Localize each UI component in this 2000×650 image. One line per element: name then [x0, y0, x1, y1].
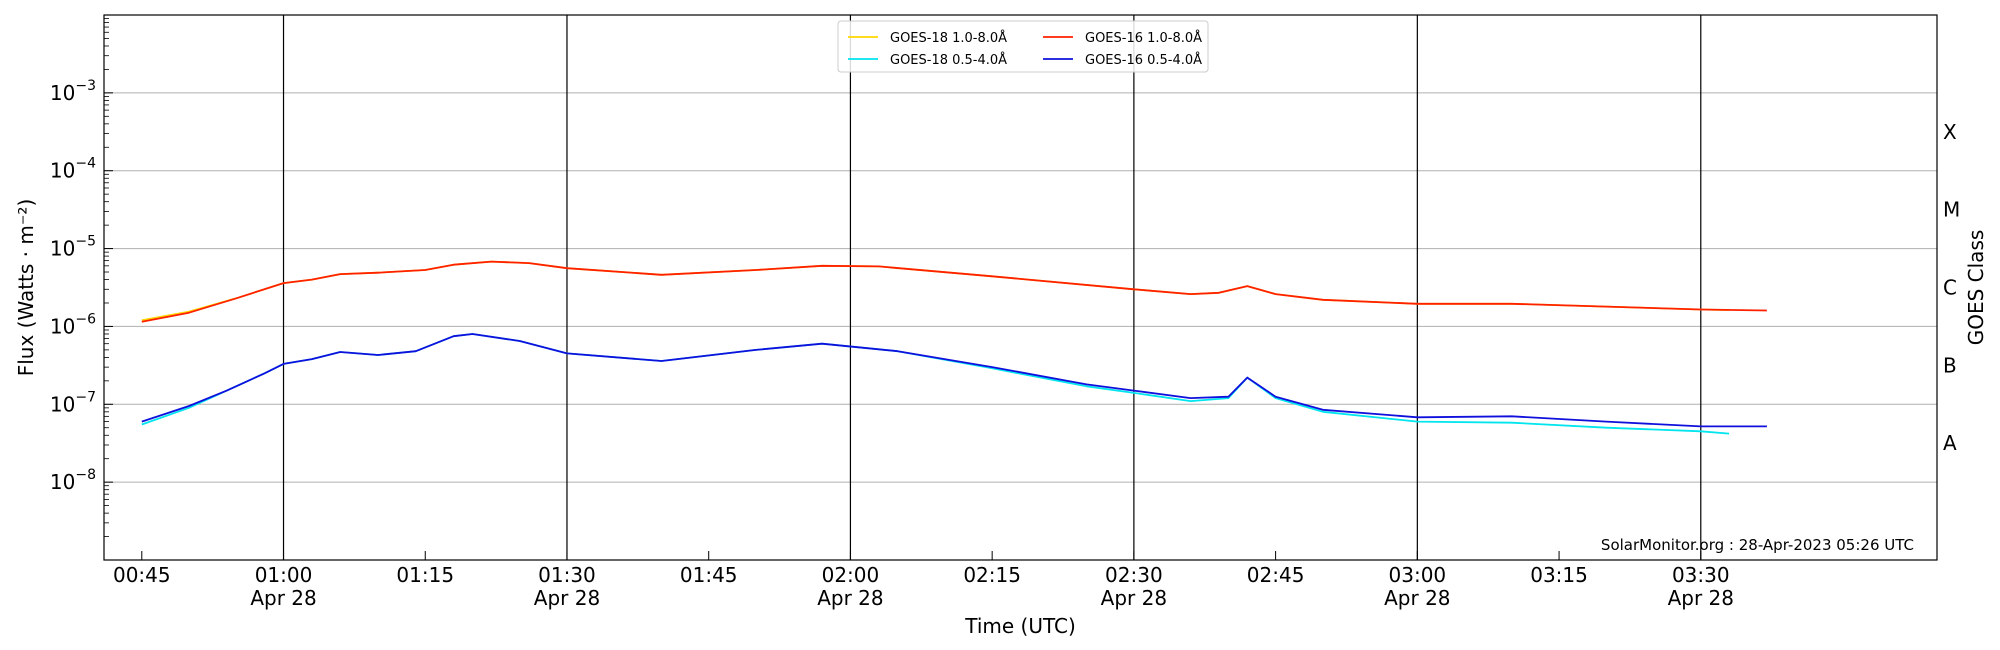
flux-series-layer: [141, 260, 1767, 435]
x-tick-date-label: Apr 28: [1384, 586, 1450, 610]
y-axis-ticks: 10−8 10−7 10−6 10−5 10−4 10−3: [50, 18, 113, 537]
day-vertical-lines: [282, 15, 1702, 560]
series-line: [141, 333, 1767, 428]
goes-class-label: A: [1943, 431, 1957, 455]
x-tick-label: 01:30: [538, 563, 596, 587]
legend-label: GOES-18 1.0-8.0Å: [890, 30, 1007, 46]
horizontal-gridlines: [104, 92, 1937, 483]
right-axis-title: GOES Class: [1964, 230, 1988, 346]
y-tick-label: 10−3: [50, 78, 96, 105]
x-tick-date-label: Apr 28: [534, 586, 600, 610]
x-tick-date-label: Apr 28: [250, 586, 316, 610]
credit-text: SolarMonitor.org : 28-Apr-2023 05:26 UTC: [1601, 536, 1914, 554]
goes-class-label: M: [1943, 198, 1960, 222]
x-tick-date-label: Apr 28: [1668, 586, 1734, 610]
x-tick-label: 00:45: [113, 563, 171, 587]
x-tick-label: 02:30: [1105, 563, 1163, 587]
legend-label: GOES-16 0.5-4.0Å: [1085, 52, 1202, 68]
legend: GOES-18 1.0-8.0Å GOES-18 0.5-4.0Å GOES-16 …: [837, 20, 1209, 73]
y-axis-title: Flux (Watts · m⁻²): [14, 199, 38, 377]
goes-class-label: X: [1943, 120, 1957, 144]
legend-box: [837, 20, 1209, 73]
x-tick-label: 01:45: [680, 563, 738, 587]
y-tick-label: 10−7: [50, 389, 96, 416]
x-tick-label: 03:15: [1530, 563, 1588, 587]
x-tick-label: 03:30: [1672, 563, 1730, 587]
x-tick-date-label: Apr 28: [1101, 586, 1167, 610]
y-tick-label: 10−6: [50, 311, 96, 338]
series-line: [141, 260, 1767, 323]
goes-class-label: B: [1943, 353, 1957, 377]
plot-frame: [103, 14, 1938, 561]
legend-items: GOES-18 1.0-8.0Å GOES-18 0.5-4.0Å GOES-16 …: [848, 30, 1202, 68]
legend-label: GOES-16 1.0-8.0Å: [1085, 30, 1202, 46]
x-tick-label: 03:00: [1389, 563, 1447, 587]
x-tick-label: 01:15: [396, 563, 454, 587]
x-axis-title: Time (UTC): [964, 614, 1076, 638]
y-tick-label: 10−4: [50, 156, 96, 183]
x-tick-label: 01:00: [255, 563, 313, 587]
x-tick-date-label: Apr 28: [817, 586, 883, 610]
y-tick-label: 10−5: [50, 234, 96, 261]
x-tick-label: 02:15: [963, 563, 1021, 587]
y-tick-label: 10−8: [50, 467, 96, 494]
x-tick-label: 02:45: [1247, 563, 1305, 587]
goes-class-labels: A B C M X: [1943, 120, 1960, 455]
legend-label: GOES-18 0.5-4.0Å: [890, 52, 1007, 68]
x-tick-label: 02:00: [822, 563, 880, 587]
goes-class-label: C: [1943, 276, 1957, 300]
